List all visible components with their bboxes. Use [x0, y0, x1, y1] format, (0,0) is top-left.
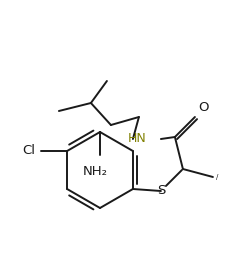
Text: /: / [216, 174, 218, 180]
Text: Cl: Cl [22, 144, 35, 158]
Text: NH₂: NH₂ [83, 165, 108, 178]
Text: HN: HN [128, 133, 147, 145]
Text: S: S [157, 185, 165, 197]
Text: O: O [198, 101, 208, 114]
